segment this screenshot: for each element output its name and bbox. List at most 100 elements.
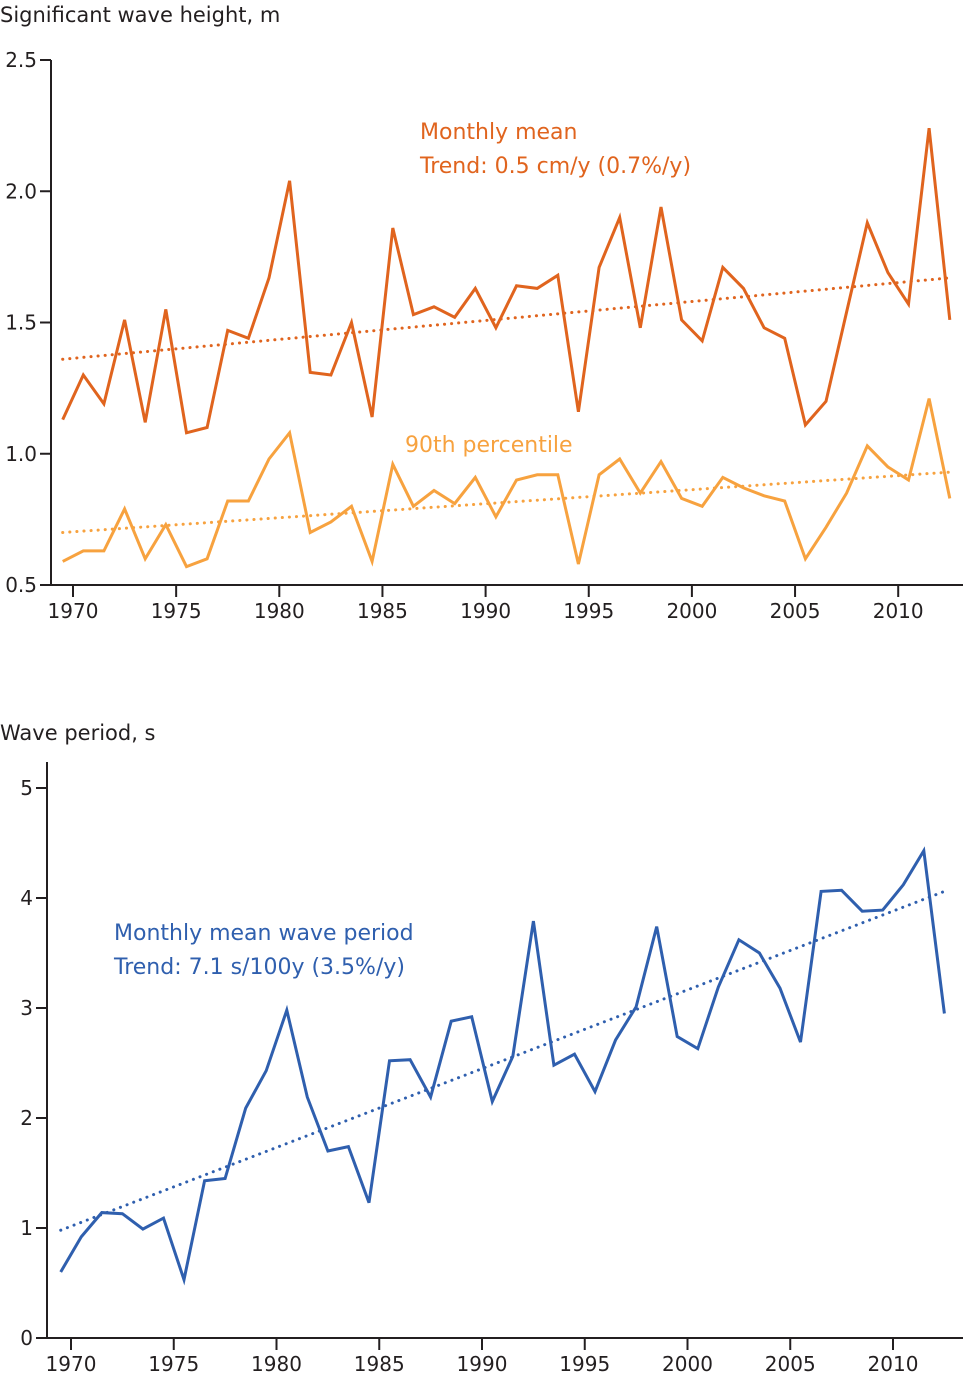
- data-point-monthly-mean: [658, 205, 663, 210]
- annotation-90th-percentile: 90th percentile: [405, 433, 573, 458]
- data-point-monthly-mean: [101, 401, 106, 406]
- data-point-monthly-mean: [741, 286, 746, 291]
- y-tick-label: 1: [20, 1216, 33, 1240]
- data-point-monthly-mean: [266, 275, 271, 280]
- data-point-monthly-mean: [205, 425, 210, 430]
- data-point-90th-percentile: [700, 504, 705, 509]
- data-point-monthly-mean-wave-period: [428, 1095, 433, 1100]
- data-point-monthly-mean-wave-period: [593, 1089, 598, 1094]
- data-point-90th-percentile: [638, 491, 643, 496]
- x-tick-label: 1985: [354, 1352, 405, 1376]
- data-point-monthly-mean: [493, 325, 498, 330]
- data-point-90th-percentile: [947, 496, 952, 501]
- data-point-90th-percentile: [163, 522, 168, 527]
- x-tick-label: 1990: [460, 599, 511, 623]
- annotation-monthly-mean-trend: Trend: 0.5 cm/y (0.7%/y): [419, 154, 691, 179]
- y-tick-label: 1.5: [5, 311, 37, 335]
- data-point-monthly-mean: [411, 312, 416, 317]
- y-tick-label: 3: [20, 996, 33, 1020]
- data-point-monthly-mean-wave-period: [613, 1037, 618, 1042]
- data-point-monthly-mean-wave-period: [510, 1054, 515, 1059]
- data-point-90th-percentile: [679, 496, 684, 501]
- data-point-90th-percentile: [246, 499, 251, 504]
- data-point-monthly-mean: [782, 336, 787, 341]
- trend-line-90th-percentile: [61, 470, 952, 534]
- data-point-monthly-mean: [947, 317, 952, 322]
- data-point-monthly-mean-wave-period: [408, 1057, 413, 1062]
- data-point-90th-percentile: [493, 514, 498, 519]
- data-point-90th-percentile: [865, 443, 870, 448]
- data-point-90th-percentile: [535, 472, 540, 477]
- data-point-monthly-mean: [308, 370, 313, 375]
- annotation-wave-period-trend: Trend: 7.1 s/100y (3.5%/y): [113, 955, 405, 980]
- data-point-monthly-mean: [143, 420, 148, 425]
- data-point-monthly-mean: [597, 265, 602, 270]
- data-point-monthly-mean: [762, 325, 767, 330]
- series-line-monthly-mean: [61, 128, 952, 435]
- data-point-90th-percentile: [782, 499, 787, 504]
- data-point-monthly-mean: [60, 417, 65, 422]
- data-point-monthly-mean: [390, 226, 395, 231]
- data-point-monthly-mean-wave-period: [366, 1200, 371, 1205]
- x-tick-label: 2000: [666, 599, 717, 623]
- y-tick-label: 2.0: [5, 179, 37, 203]
- x-tick-label: 1975: [148, 1352, 199, 1376]
- data-point-monthly-mean: [514, 283, 519, 288]
- data-point-monthly-mean: [576, 409, 581, 414]
- data-point-monthly-mean-wave-period: [58, 1270, 63, 1275]
- wave-period-chart: Wave period, s 0 1 2 3 4 5 1970 1975 1980 1985 199…: [0, 721, 963, 1376]
- y-axis-title: Wave period, s: [0, 721, 156, 745]
- data-point-90th-percentile: [390, 462, 395, 467]
- x-tick-label: 2010: [868, 1352, 919, 1376]
- axes: 0.5 1.0 1.5 2.0 2.5 1970 1975 1980 1985 1990 1995 2…: [5, 48, 963, 623]
- data-point-monthly-mean-wave-period: [325, 1149, 330, 1154]
- data-point-90th-percentile: [411, 504, 416, 509]
- data-point-monthly-mean: [370, 415, 375, 420]
- data-point-90th-percentile: [762, 493, 767, 498]
- data-point-90th-percentile: [370, 559, 375, 564]
- data-point-90th-percentile: [576, 562, 581, 567]
- x-tick-label: 1970: [48, 599, 99, 623]
- data-point-90th-percentile: [514, 478, 519, 483]
- y-tick-label: 2.5: [5, 48, 37, 72]
- data-point-90th-percentile: [328, 520, 333, 525]
- data-point-90th-percentile: [617, 457, 622, 462]
- data-point-90th-percentile: [452, 501, 457, 506]
- data-point-monthly-mean: [823, 399, 828, 404]
- data-point-90th-percentile: [658, 459, 663, 464]
- data-point-monthly-mean: [844, 310, 849, 315]
- x-tick-label: 2010: [873, 599, 924, 623]
- data-point-monthly-mean: [803, 422, 808, 427]
- data-point-monthly-mean-wave-period: [202, 1178, 207, 1183]
- trend-line-monthly-mean-wave-period: [59, 889, 946, 1232]
- data-point-monthly-mean: [163, 307, 168, 312]
- data-point-90th-percentile: [349, 504, 354, 509]
- data-point-monthly-mean-wave-period: [182, 1277, 187, 1282]
- x-tick-label: 1980: [254, 599, 305, 623]
- data-point-monthly-mean: [700, 338, 705, 343]
- data-point-monthly-mean-wave-period: [305, 1095, 310, 1100]
- data-point-monthly-mean-wave-period: [716, 985, 721, 990]
- data-point-monthly-mean-wave-period: [490, 1099, 495, 1104]
- data-point-monthly-mean: [225, 328, 230, 333]
- data-point-monthly-mean-wave-period: [99, 1210, 104, 1215]
- data-point-90th-percentile: [927, 396, 932, 401]
- annotation-monthly-mean: Monthly mean: [420, 120, 577, 145]
- data-point-monthly-mean-wave-period: [654, 924, 659, 929]
- data-point-monthly-mean: [287, 178, 292, 183]
- series-line-90th-percentile: [62, 398, 952, 569]
- data-point-monthly-mean: [638, 325, 643, 330]
- x-tick-label: 1995: [559, 1352, 610, 1376]
- x-tick-label: 2005: [770, 599, 821, 623]
- data-point-90th-percentile: [225, 499, 230, 504]
- y-axis-title: Significant wave height, m: [0, 3, 280, 27]
- data-point-90th-percentile: [844, 491, 849, 496]
- data-point-monthly-mean: [555, 273, 560, 278]
- data-point-monthly-mean-wave-period: [798, 1040, 803, 1045]
- data-point-monthly-mean: [720, 265, 725, 270]
- y-tick-label: 5: [20, 776, 33, 800]
- data-point-monthly-mean-wave-period: [79, 1234, 84, 1239]
- data-point-90th-percentile: [432, 488, 437, 493]
- data-point-monthly-mean: [927, 126, 932, 131]
- data-point-monthly-mean-wave-period: [469, 1014, 474, 1019]
